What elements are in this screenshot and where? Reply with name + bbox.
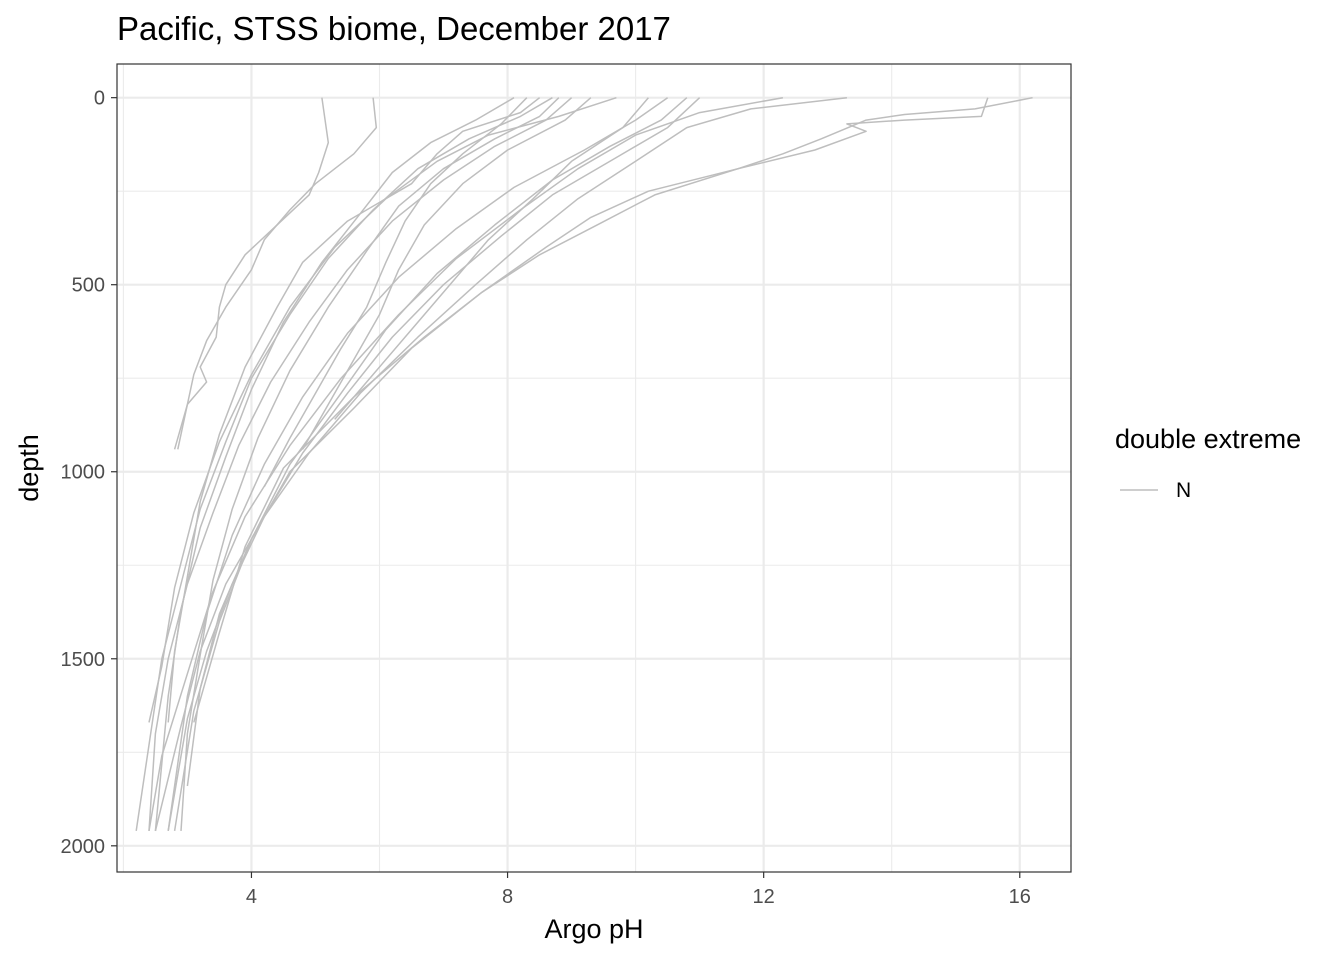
- profile-line-17: [302, 97, 592, 450]
- x-tick-label: 12: [753, 886, 775, 908]
- profile-line-3: [180, 97, 560, 831]
- plot-panel-border: [116, 63, 1072, 873]
- y-tick-label: 2000: [61, 836, 106, 858]
- chart-title: Pacific, STSS biome, December 2017: [117, 10, 671, 47]
- profile-line-1: [177, 97, 330, 450]
- profile-line-6: [148, 96, 784, 832]
- profile-line-9: [193, 96, 1033, 723]
- x-axis: 4 8 12 16: [246, 872, 1031, 908]
- profile-line-2: [173, 97, 378, 450]
- profile-line-11: [167, 97, 541, 723]
- legend-title: double extreme: [1115, 424, 1301, 454]
- profile-line-16: [263, 97, 528, 488]
- x-tick-label: 8: [502, 886, 513, 908]
- profile-line-7: [154, 96, 847, 832]
- y-axis-title: depth: [14, 434, 44, 502]
- x-tick-label: 16: [1009, 886, 1031, 908]
- y-axis: 0 500 1000 1500 2000: [61, 88, 117, 858]
- series-lines: [135, 96, 1033, 832]
- profile-line-18: [334, 97, 649, 420]
- legend: double extreme N: [1115, 424, 1301, 502]
- legend-label-n: N: [1176, 479, 1191, 502]
- y-tick-label: 500: [72, 275, 105, 297]
- profile-line-13: [167, 97, 701, 832]
- plot-panel: [117, 64, 1071, 872]
- major-gridlines: [117, 64, 1071, 872]
- profile-line-8: [186, 97, 989, 787]
- minor-gridlines: [117, 64, 1071, 872]
- y-tick-label: 0: [94, 88, 105, 110]
- x-tick-label: 4: [246, 886, 257, 908]
- profile-line-15: [148, 97, 573, 831]
- x-axis-title: Argo pH: [544, 914, 643, 944]
- profile-line-10: [148, 96, 617, 723]
- y-tick-label: 1000: [61, 462, 106, 484]
- profile-line-12: [167, 97, 669, 832]
- profile-line-14: [135, 97, 553, 832]
- y-tick-label: 1500: [61, 649, 106, 671]
